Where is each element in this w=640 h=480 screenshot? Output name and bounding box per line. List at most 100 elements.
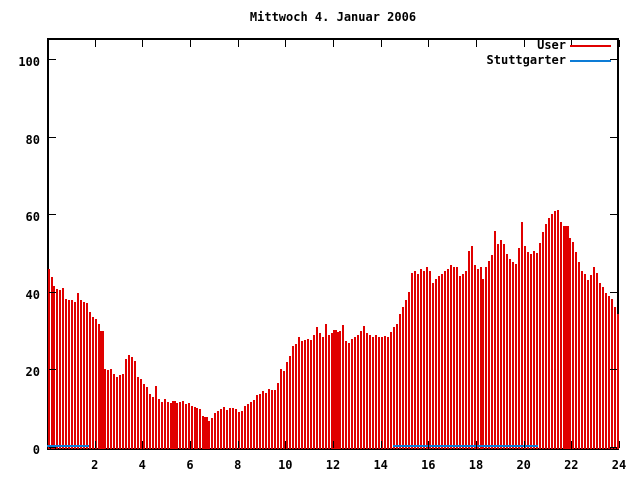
stuttgarter-line-segment	[47, 445, 89, 447]
x-tick-top	[333, 40, 334, 47]
user-bar	[74, 301, 77, 449]
user-bar	[521, 221, 524, 449]
user-bar	[574, 251, 577, 449]
user-bar	[297, 336, 300, 449]
user-bar	[211, 418, 214, 449]
user-bar	[145, 386, 148, 449]
user-bar	[151, 396, 154, 449]
user-bar	[127, 354, 130, 449]
user-bar	[393, 326, 396, 449]
user-bar	[515, 263, 518, 449]
user-bar	[171, 401, 176, 449]
user-bar	[390, 331, 393, 449]
y-tick-right	[610, 369, 617, 371]
user-bar	[80, 300, 83, 449]
user-bar	[139, 379, 142, 449]
user-bar	[562, 225, 565, 449]
user-bar	[282, 370, 285, 449]
user-bar	[518, 248, 521, 449]
x-tick-label: 18	[468, 458, 484, 472]
user-bar	[360, 330, 363, 449]
x-tick-top	[571, 40, 573, 47]
x-tick-bottom	[571, 441, 573, 448]
user-bar	[533, 251, 536, 449]
y-tick-label: 0	[32, 443, 40, 457]
user-bar	[336, 331, 339, 449]
user-bar	[294, 344, 297, 449]
user-bar	[324, 323, 327, 449]
x-tick-label: 2	[91, 458, 99, 472]
x-tick-label: 4	[138, 458, 146, 472]
user-bar	[416, 274, 419, 449]
user-bar	[592, 267, 595, 449]
user-bar	[110, 369, 113, 449]
user-bar	[285, 361, 288, 449]
user-bar	[241, 411, 244, 449]
user-bar	[604, 293, 607, 449]
user-bar	[408, 291, 410, 449]
user-bar	[100, 330, 105, 449]
user-bar	[381, 336, 384, 449]
user-bar	[564, 225, 569, 449]
user-bar	[351, 339, 354, 449]
x-tick-top	[285, 40, 287, 47]
user-bar	[527, 251, 530, 449]
user-bar	[77, 293, 80, 449]
user-bar	[589, 274, 592, 449]
chart-title: Mittwoch 4. Januar 2006	[249, 10, 417, 24]
user-bar	[56, 288, 59, 449]
x-tick-bottom	[380, 441, 382, 448]
x-tick-label: 8	[234, 458, 242, 472]
user-bar	[190, 405, 193, 449]
user-bar	[276, 382, 279, 449]
legend-line-stuttgarter	[570, 60, 611, 62]
user-bar	[464, 271, 467, 449]
user-bar	[193, 407, 196, 449]
user-bar	[470, 245, 473, 449]
user-bar	[95, 319, 98, 449]
user-bar	[247, 404, 250, 449]
x-tick-bottom	[523, 441, 525, 448]
user-bar	[598, 282, 601, 449]
y-tick-left	[49, 291, 56, 293]
user-bar	[291, 346, 294, 449]
user-bar	[405, 299, 407, 449]
user-bar	[89, 312, 92, 449]
user-bar	[440, 273, 443, 449]
user-bar	[223, 407, 226, 449]
user-bar	[256, 394, 258, 449]
user-bar	[288, 355, 291, 449]
user-bar	[548, 218, 550, 449]
user-bar	[92, 317, 95, 449]
user-bar	[402, 307, 404, 449]
user-bar	[473, 264, 476, 449]
user-bar	[366, 332, 369, 449]
user-bar	[399, 314, 401, 449]
user-bar	[342, 324, 345, 449]
user-bar	[339, 331, 342, 449]
user-bar	[586, 279, 589, 449]
user-bar	[98, 323, 101, 449]
user-bar	[458, 276, 461, 449]
user-bar	[545, 224, 547, 449]
user-bar	[553, 211, 556, 449]
y-tick-left	[49, 369, 56, 371]
y-tick-right	[610, 136, 617, 138]
user-bar	[491, 255, 494, 449]
user-bar	[556, 209, 559, 449]
user-bar	[65, 298, 68, 449]
user-bar	[244, 406, 247, 449]
user-bar	[59, 289, 62, 449]
user-bar	[119, 375, 121, 449]
user-bar	[449, 264, 452, 449]
user-bar	[53, 285, 56, 449]
user-bar	[595, 272, 598, 449]
user-bar	[166, 402, 169, 449]
legend-label-user: User	[537, 38, 566, 52]
user-bar	[113, 373, 115, 449]
user-bar	[613, 307, 616, 449]
user-bar	[494, 230, 497, 449]
user-bar	[154, 385, 157, 449]
user-bar	[330, 333, 333, 449]
x-tick-bottom	[237, 441, 239, 448]
